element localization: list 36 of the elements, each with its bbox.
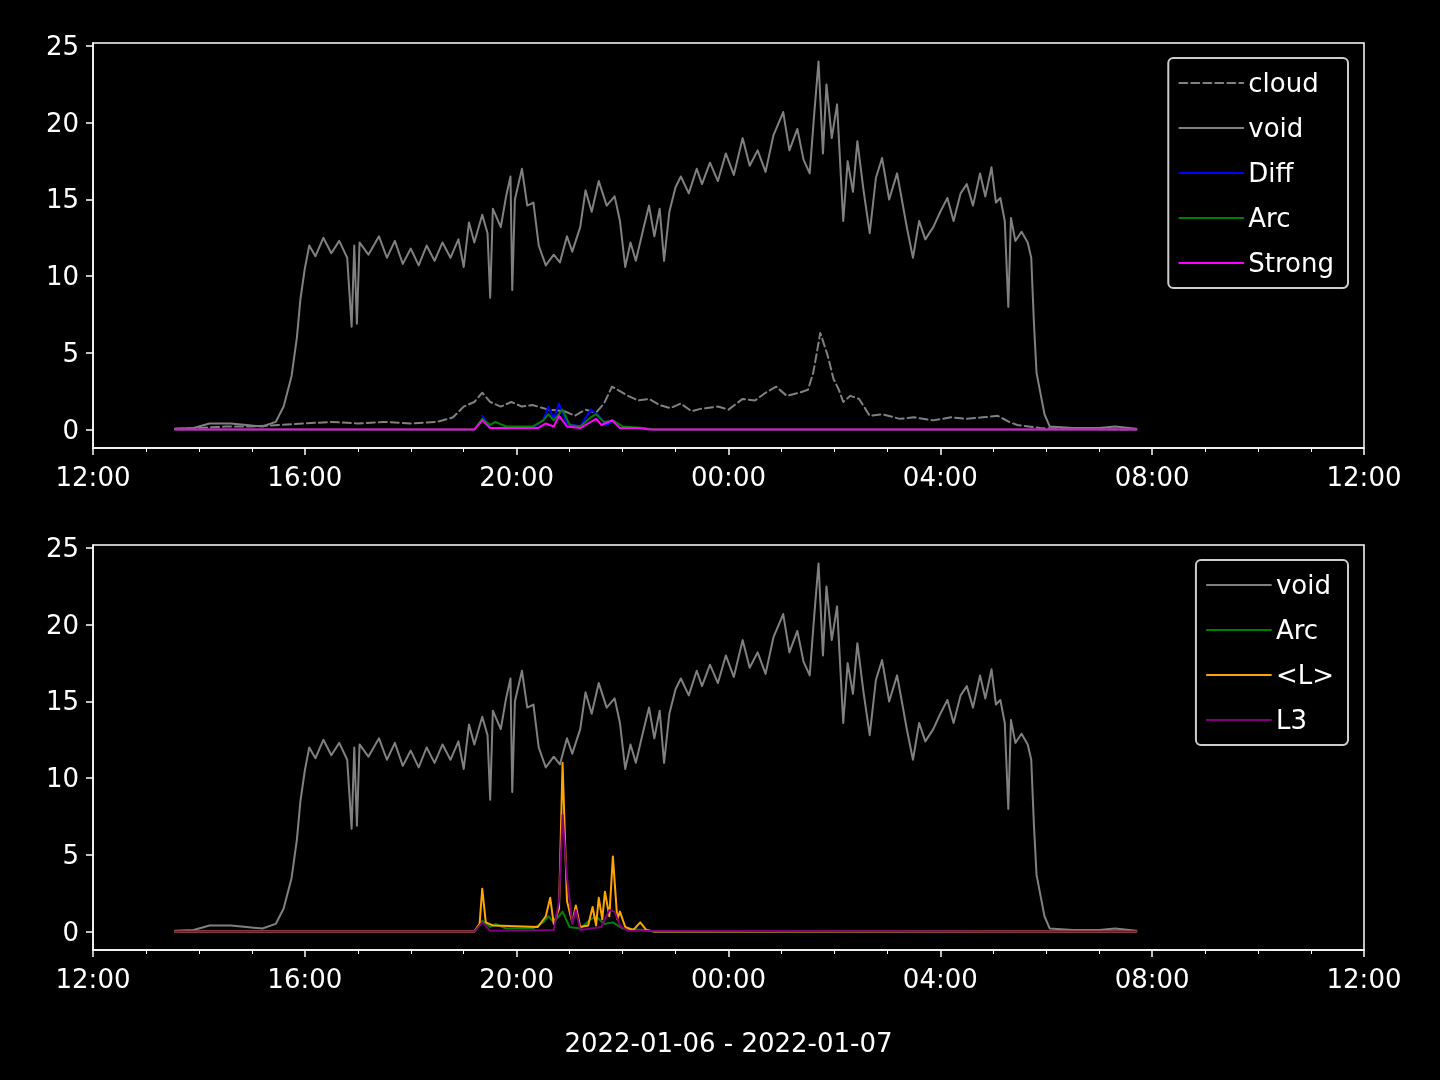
y-tick-label: 15 [45,686,79,717]
legend-label: Arc [1248,203,1291,233]
y-tick-label: 10 [45,261,79,292]
legend-label: cloud [1248,68,1319,98]
x-axis-title: 2022-01-06 - 2022-01-07 [564,1028,893,1058]
y-tick-label: 25 [45,533,79,564]
y-tick-label: 10 [45,763,79,794]
y-tick-label: 5 [62,337,79,368]
x-tick-label: 12:00 [1326,964,1402,994]
legend-label: void [1275,570,1331,600]
x-tick-label: 00:00 [691,462,766,492]
legend-label: Diff [1248,158,1295,188]
legend-label: Strong [1248,248,1335,278]
y-tick-label: 15 [45,184,79,215]
y-tick-label: 5 [62,839,79,870]
x-tick-label: 04:00 [902,462,978,492]
legend-label: Arc [1275,615,1319,645]
y-tick-label: 25 [45,31,79,62]
x-tick-label: 20:00 [479,462,555,492]
y-tick-label: 20 [45,107,79,138]
legend-label: void [1248,113,1304,143]
x-tick-label: 12:00 [55,462,131,492]
y-tick-label: 0 [62,414,79,445]
x-tick-label: 16:00 [267,964,343,994]
y-tick-label: 0 [62,916,79,947]
x-tick-label: 08:00 [1114,964,1190,994]
x-tick-label: 08:00 [1114,462,1190,492]
x-tick-label: 00:00 [691,964,766,994]
x-tick-label: 20:00 [479,964,555,994]
x-tick-label: 16:00 [267,462,343,492]
x-tick-label: 12:00 [1326,462,1402,492]
legend-label: L3 [1275,705,1307,735]
y-tick-label: 20 [45,609,79,640]
legend-label: <L> [1275,660,1335,690]
x-tick-label: 12:00 [55,964,131,994]
x-tick-label: 04:00 [902,964,978,994]
